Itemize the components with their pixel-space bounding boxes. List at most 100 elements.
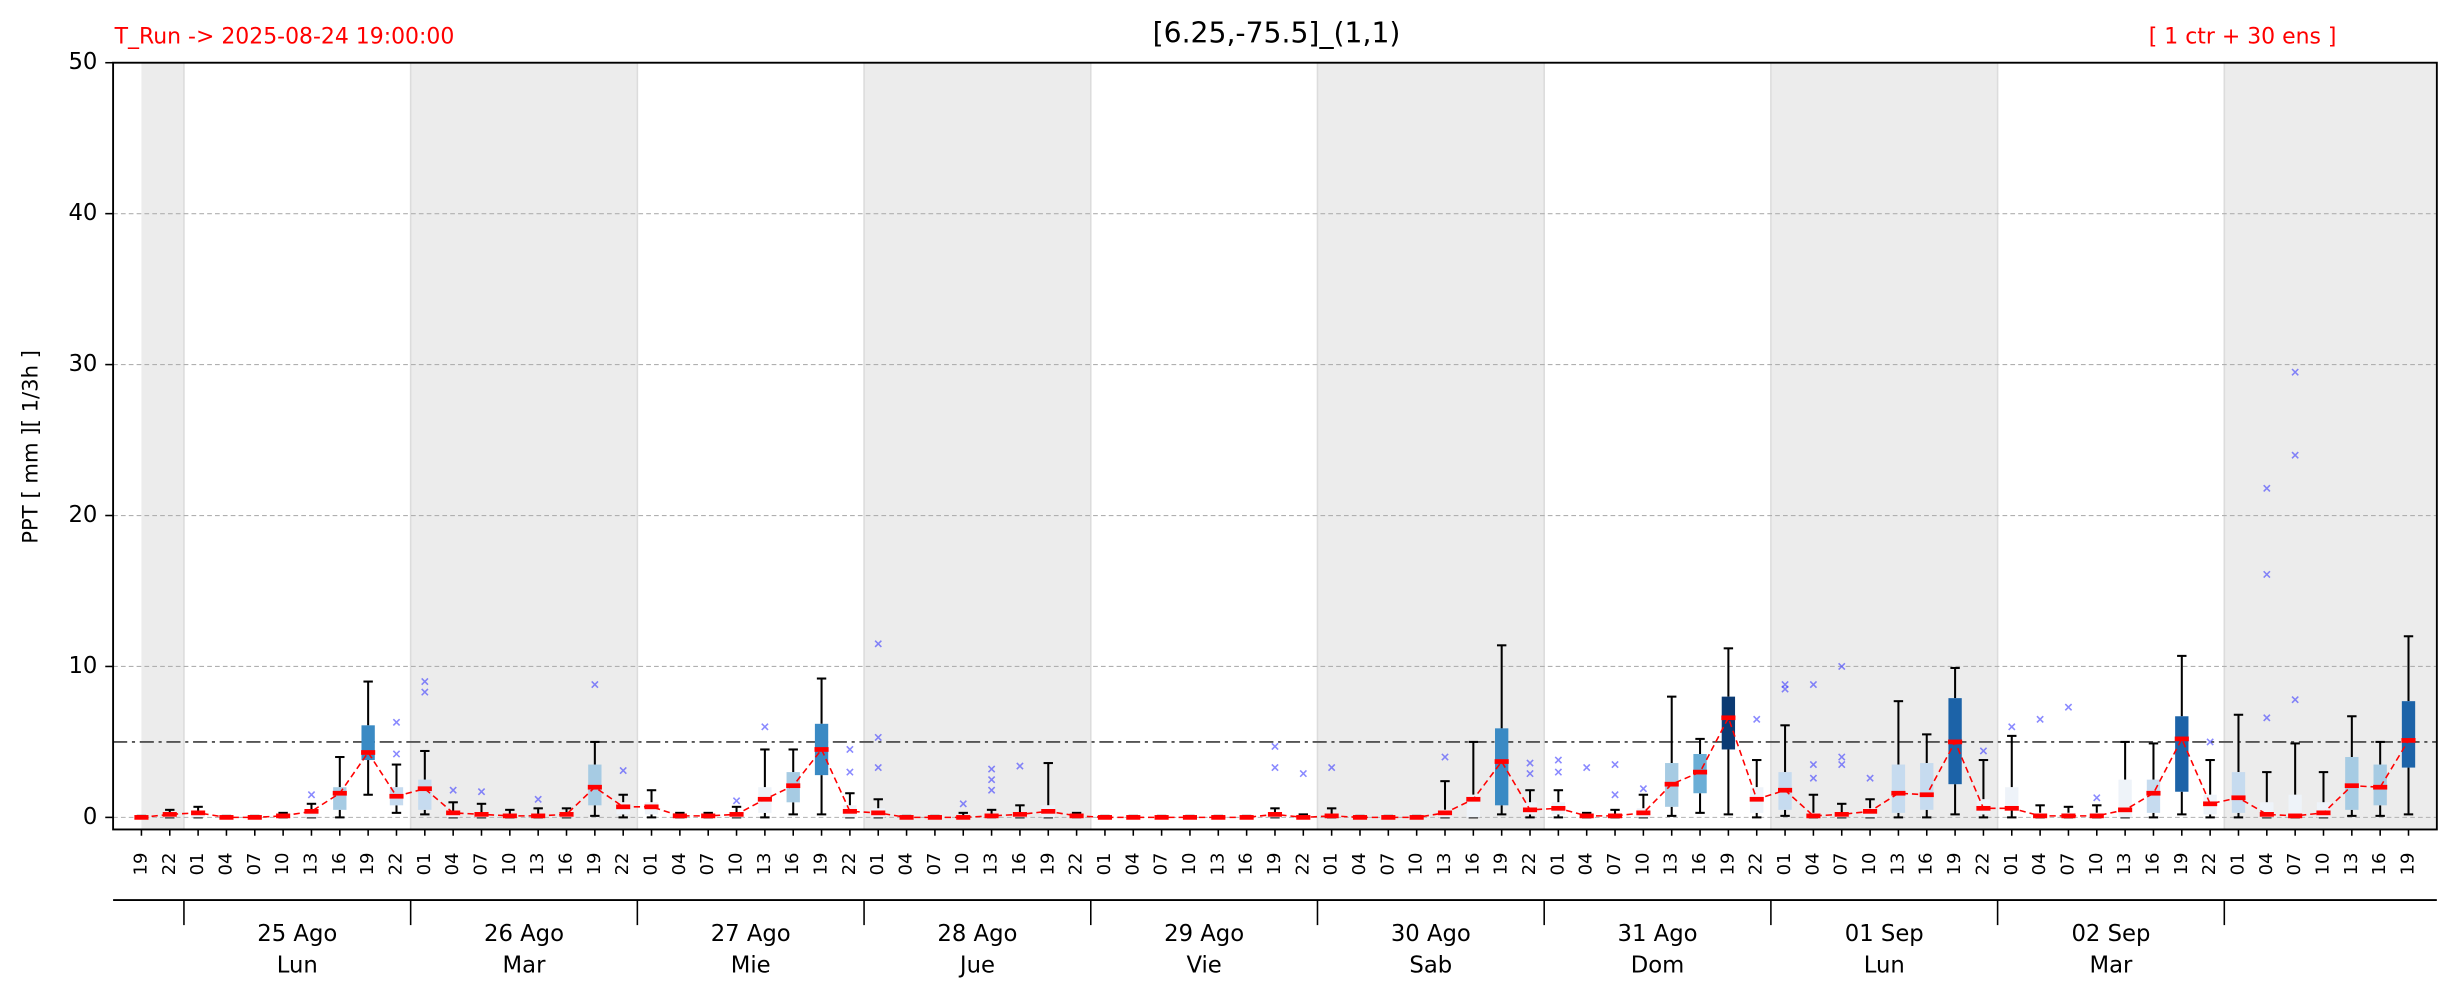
x-tick-label: 01: [2227, 852, 2248, 875]
x-tick-label: 13: [1434, 852, 1455, 875]
outlier: [591, 680, 599, 689]
x-tick-label: 22: [385, 852, 406, 875]
outlier: [1554, 756, 1563, 764]
x-tick-label: 22: [1972, 852, 1993, 875]
x-tick-label: 13: [527, 852, 548, 875]
x-tick-label: 13: [1661, 852, 1682, 875]
outlier: [959, 800, 967, 808]
outlier: [1554, 768, 1563, 776]
x-tick-label: 10: [499, 852, 520, 875]
outlier: [1526, 759, 1534, 767]
x-tick-label: 04: [215, 852, 236, 875]
x-tick-label: 19: [584, 852, 605, 875]
x-tick-label: 01: [641, 852, 662, 875]
outlier: [2263, 570, 2271, 579]
x-tick-label: 01: [867, 852, 888, 875]
box: [2401, 701, 2416, 768]
x-tick-label: 16: [2369, 852, 2390, 875]
chart-title: [6.25,-75.5]_(1,1): [1153, 16, 1401, 49]
outlier: [1838, 760, 1846, 769]
outlier: [1866, 774, 1874, 782]
outlier: [874, 733, 882, 742]
x-tick-label: 10: [1632, 852, 1653, 875]
outlier: [846, 768, 854, 776]
x-tick-label: 22: [839, 852, 860, 875]
outlier: [846, 745, 854, 754]
outlier: [874, 763, 882, 772]
x-tick-label: 22: [1066, 852, 1087, 875]
x-tick-label: 19: [2398, 852, 2419, 875]
x-tick-label: 22: [2199, 852, 2220, 875]
outlier: [2291, 368, 2299, 376]
x-tick-label: 07: [1151, 852, 1172, 875]
y-tick-label: 10: [68, 653, 97, 679]
x-tick-label: 04: [1349, 852, 1370, 875]
outlier: [732, 797, 741, 805]
x-tick-label: 01: [187, 852, 208, 875]
outlier: [1809, 760, 1818, 769]
box: [1721, 696, 1736, 750]
x-tick-label: 13: [754, 852, 775, 875]
shading: [141, 62, 2437, 830]
x-tick-label: 07: [924, 852, 945, 875]
x-tick-label: 19: [357, 852, 378, 875]
outlier: [2291, 695, 2299, 704]
x-tick-label: 07: [2284, 852, 2305, 875]
box: [1495, 728, 1509, 806]
day-weekday: Lun: [1864, 952, 1905, 978]
outlier: [421, 677, 429, 686]
box: [1891, 764, 1906, 813]
outlier: [1271, 742, 1279, 751]
outlier: [2093, 794, 2101, 802]
outlier: [1526, 769, 1534, 778]
day-weekday: Mar: [503, 952, 547, 978]
x-tick-label: 07: [244, 852, 265, 875]
x-tick-label: 16: [1236, 852, 1257, 875]
x-tick-label: 04: [896, 852, 917, 875]
x-tick-label: 10: [1859, 852, 1880, 875]
x-tick-label: 07: [1604, 852, 1625, 875]
x-tick-label: 22: [1292, 852, 1313, 875]
outlier: [1809, 774, 1818, 782]
box: [418, 779, 432, 810]
outlier: [2036, 715, 2044, 723]
day-date: 01 Sep: [1845, 921, 1924, 947]
x-tick-label: 01: [1547, 852, 1568, 875]
day-date: 26 Ago: [484, 921, 564, 947]
x-tick-label: 19: [1717, 852, 1738, 875]
x-tick-label: 13: [2341, 852, 2362, 875]
x-tick-label: 04: [2256, 852, 2277, 875]
day-date: 25 Ago: [257, 921, 337, 947]
day-weekday: Jue: [958, 952, 995, 978]
x-tick-label: 19: [2171, 852, 2192, 875]
day-date: 27 Ago: [711, 921, 791, 947]
outlier: [2206, 738, 2214, 746]
box: [333, 787, 347, 810]
x-tick-label: 13: [300, 852, 321, 875]
x-tick-label: 07: [1377, 852, 1398, 875]
outlier: [2291, 451, 2299, 459]
x-tick-label: 16: [782, 852, 803, 875]
x-tick-label: 01: [414, 852, 435, 875]
x-tick-label: 07: [2057, 852, 2078, 875]
y-tick-label: 40: [68, 200, 97, 226]
x-tick-label: 07: [470, 852, 491, 875]
outlier: [1639, 785, 1648, 793]
day-date: 02 Sep: [2071, 921, 2150, 947]
outlier: [2064, 703, 2073, 711]
outlier: [1582, 763, 1591, 772]
x-tick-label: 22: [612, 852, 633, 875]
day-weekday: Dom: [1631, 952, 1685, 978]
x-tick-label: 04: [669, 852, 690, 875]
x-tick-label: 13: [1887, 852, 1908, 875]
outlier: [1271, 763, 1279, 772]
outlier: [1016, 762, 1024, 770]
y-axis-label: PPT [ mm ][ 1/3h ]: [18, 350, 43, 544]
day-date: 29 Ago: [1164, 921, 1244, 947]
day-weekday: Sab: [1409, 952, 1452, 978]
box: [2231, 772, 2246, 813]
day-shade: [410, 62, 638, 830]
x-tick-label: 10: [1179, 852, 1200, 875]
x-tick-label: 07: [1831, 852, 1852, 875]
outlier: [421, 688, 429, 696]
